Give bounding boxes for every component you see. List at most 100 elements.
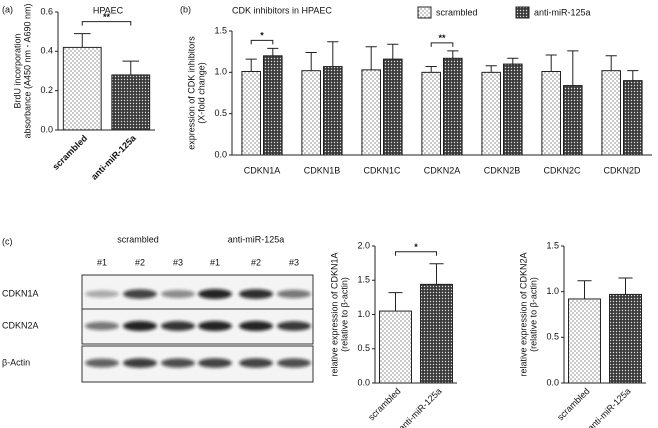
blot-band xyxy=(123,358,157,368)
error-bar xyxy=(425,66,437,73)
y-tick-label: 0.6 xyxy=(40,6,53,16)
error-bar xyxy=(429,263,444,285)
chart-title: CDK inhibitors in HPAEC xyxy=(232,5,332,15)
blot-band xyxy=(123,321,157,331)
error-bar xyxy=(507,57,519,65)
row-label: CDKN1A xyxy=(2,288,39,298)
significance-label: * xyxy=(414,242,418,252)
blot-band xyxy=(85,358,119,368)
y-tick-label: 1.5 xyxy=(357,275,370,285)
x-tick-label: scrambled xyxy=(50,133,89,172)
y-tick-label: 0.0 xyxy=(214,149,227,159)
lane-label: #1 xyxy=(210,257,220,267)
bar xyxy=(443,57,463,156)
blot-band xyxy=(277,358,311,368)
y-tick-label: 0.0 xyxy=(40,124,53,134)
x-tick-label: scrambled xyxy=(555,386,591,422)
lane-label: #1 xyxy=(97,257,107,267)
error-bar xyxy=(365,46,377,70)
blot-band xyxy=(161,321,195,331)
group-label: anti-miR-125a xyxy=(228,234,285,244)
y-axis-label: absorbance (A450 nm - A690 nm) xyxy=(22,3,32,138)
error-bar xyxy=(73,33,91,48)
blot-frame xyxy=(81,345,314,383)
bar xyxy=(563,85,583,156)
blot-band xyxy=(123,289,157,299)
y-tick-label: 2.0 xyxy=(357,240,370,250)
x-tick-label: anti-miR-125a xyxy=(586,386,633,428)
legend-swatch xyxy=(417,6,432,19)
bar xyxy=(503,63,523,156)
x-tick-label: CDKN1B xyxy=(304,165,341,175)
panel-label: (b) xyxy=(180,4,191,14)
legend-label: scrambled xyxy=(436,7,478,17)
y-axis-label: (relative to β-actin) xyxy=(339,277,349,352)
legend-label: anti-miR-125a xyxy=(534,7,591,17)
error-bar xyxy=(387,43,399,60)
error-bar xyxy=(122,60,140,75)
blot-band xyxy=(85,321,119,331)
error-bar xyxy=(305,51,317,71)
y-tick-label: 0.0 xyxy=(546,377,559,387)
bar xyxy=(323,66,343,156)
bar xyxy=(301,70,321,156)
error-bar xyxy=(618,277,633,295)
y-tick-label: 0.2 xyxy=(40,85,53,95)
significance-label: ** xyxy=(103,12,111,22)
y-axis-label: expression of CDK inhibitors xyxy=(186,36,196,150)
error-bar xyxy=(267,47,279,56)
lane-label: #2 xyxy=(251,257,261,267)
y-tick-label: 1.0 xyxy=(357,309,370,319)
error-bar xyxy=(627,70,639,81)
blot-band xyxy=(277,321,311,331)
blot-band xyxy=(239,321,273,331)
lane-label: #3 xyxy=(289,257,299,267)
error-bar xyxy=(545,54,557,72)
error-bar xyxy=(245,58,257,72)
y-tick-label: 0.5 xyxy=(214,108,227,118)
legend-swatch xyxy=(515,6,530,19)
panel-label: (c) xyxy=(2,236,13,246)
y-tick-label: 1.0 xyxy=(214,67,227,77)
blot-band xyxy=(198,321,232,331)
x-tick-label: CDKN1C xyxy=(363,165,401,175)
lane-label: #2 xyxy=(135,257,145,267)
y-tick-label: 1.0 xyxy=(546,286,559,296)
y-tick-label: 0.5 xyxy=(357,343,370,353)
error-bar xyxy=(447,50,459,59)
bar xyxy=(62,46,102,131)
x-tick-label: CDKN1A xyxy=(244,165,281,175)
bar xyxy=(541,71,562,156)
y-axis-label: BrdU incorporation xyxy=(12,33,22,108)
blot-band xyxy=(239,358,273,368)
y-tick-label: 0.0 xyxy=(357,377,370,387)
x-tick-label: anti-miR-125a xyxy=(89,132,139,182)
y-tick-label: 0.5 xyxy=(546,332,559,342)
bar xyxy=(609,293,642,384)
lane-label: #3 xyxy=(173,257,183,267)
y-axis-label: relative expression of CDKN1A xyxy=(329,252,339,376)
blot-band xyxy=(161,290,195,298)
blot-band xyxy=(239,289,273,299)
blot-band xyxy=(277,289,311,299)
panel-label: (a) xyxy=(2,4,13,14)
x-tick-label: scrambled xyxy=(366,386,402,422)
x-tick-label: CDKN2D xyxy=(603,165,641,175)
significance-label: * xyxy=(260,31,264,41)
bar xyxy=(111,74,151,131)
bar xyxy=(361,69,381,156)
bar xyxy=(420,283,453,384)
blot-band xyxy=(198,358,232,368)
error-bar xyxy=(485,65,497,73)
error-bar xyxy=(567,50,579,86)
blot-band xyxy=(85,290,119,298)
row-label: β-Actin xyxy=(2,357,30,367)
bar xyxy=(481,71,501,156)
error-bar xyxy=(388,292,403,312)
row-label: CDKN2A xyxy=(2,320,39,330)
bar xyxy=(421,71,441,156)
y-tick-label: 0.4 xyxy=(40,46,53,56)
blot-band xyxy=(161,358,195,368)
x-tick-label: CDKN2C xyxy=(543,165,581,175)
